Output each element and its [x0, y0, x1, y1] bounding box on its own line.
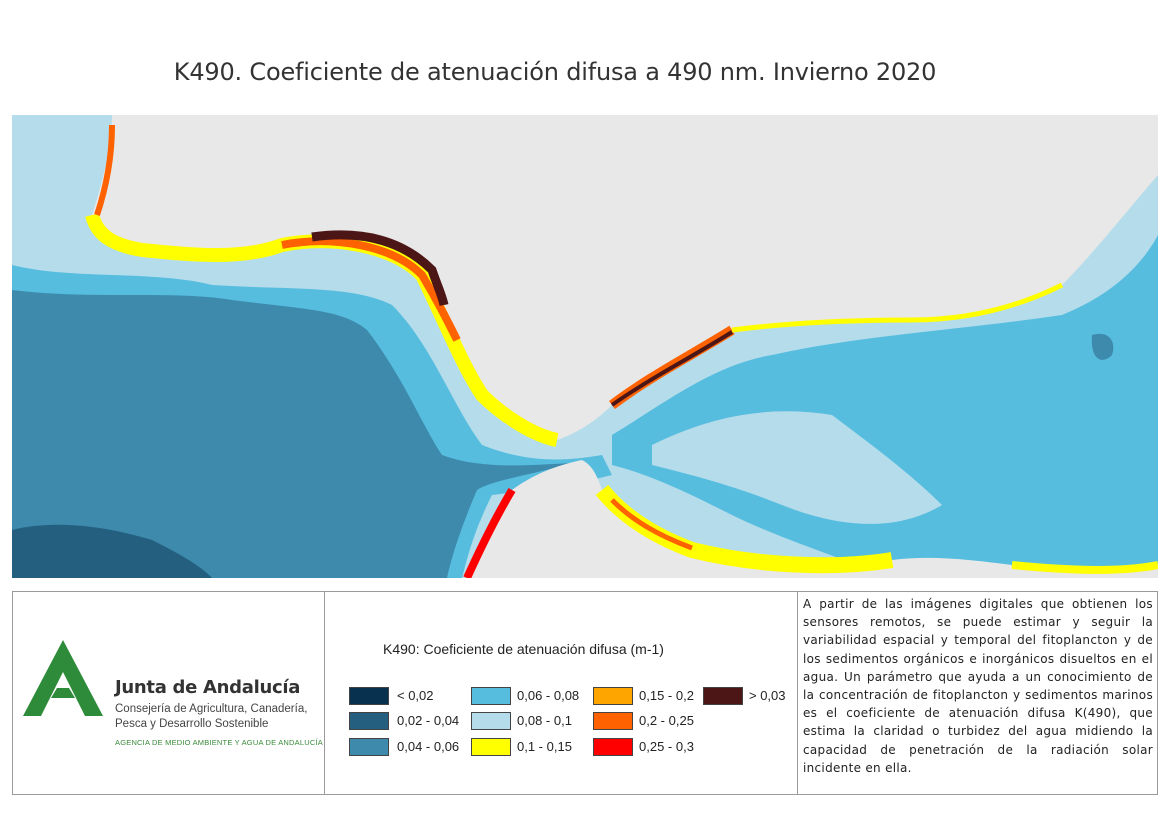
alboran-light [652, 411, 942, 524]
map-title: K490. Coeficiente de atenuación difusa a… [173, 58, 937, 86]
legend-label: 0,1 - 0,15 [517, 739, 572, 754]
ocean-very-deep [12, 524, 212, 578]
legend-label: 0,08 - 0,1 [517, 713, 572, 728]
africa-east-coast [1011, 561, 1158, 574]
malaga-coast-max [610, 330, 734, 407]
org-department: Consejería de Agricultura, Canadería, Pe… [115, 703, 308, 730]
legend-swatch [703, 687, 743, 705]
east-coast-turbid [731, 282, 1064, 333]
legend-swatch [471, 712, 511, 730]
iberia-land [92, 115, 1158, 440]
legend-label: < 0,02 [397, 688, 434, 703]
legend-swatch [471, 687, 511, 705]
legend-swatch [593, 738, 633, 756]
legend-swatch [593, 712, 633, 730]
africa-atlantic-coast [463, 487, 516, 578]
deep-patch [1091, 333, 1114, 360]
map-canvas [12, 115, 1158, 578]
description-text: A partir de las imágenes digitales que o… [803, 597, 1153, 775]
legend-swatch [471, 738, 511, 756]
panel-divider [797, 592, 798, 794]
portugal-coast-turbid [94, 124, 115, 216]
legend-label: 0,2 - 0,25 [639, 713, 694, 728]
info-panel: Junta de Andalucía Consejería de Agricul… [12, 591, 1158, 795]
ocean-deep [12, 290, 572, 578]
legend-label: > 0,03 [749, 688, 786, 703]
org-agency: AGENCIA DE MEDIO AMBIENTE Y AGUA DE ANDA… [115, 738, 323, 747]
k490-map [12, 115, 1158, 578]
junta-andalucia-logo [23, 640, 103, 716]
africa-land [467, 460, 1158, 578]
guadalquivir-plume [281, 237, 461, 342]
legend-swatch [349, 738, 389, 756]
guadalquivir-max [311, 230, 449, 307]
legend-swatch [349, 712, 389, 730]
legend-label: 0,06 - 0,08 [517, 688, 580, 703]
panel-divider [324, 592, 325, 794]
legend-title: K490: Coeficiente de atenuación difusa (… [383, 641, 664, 657]
legend-label: 0,15 - 0,2 [639, 688, 694, 703]
legend-swatch [593, 687, 633, 705]
legend-label: 0,02 - 0,04 [397, 713, 460, 728]
africa-med-hotspot [610, 498, 693, 551]
legend-label: 0,25 - 0,3 [639, 739, 694, 754]
org-name: Junta de Andalucía [115, 677, 301, 698]
legend-swatch [349, 687, 389, 705]
legend-label: 0,04 - 0,06 [397, 739, 460, 754]
